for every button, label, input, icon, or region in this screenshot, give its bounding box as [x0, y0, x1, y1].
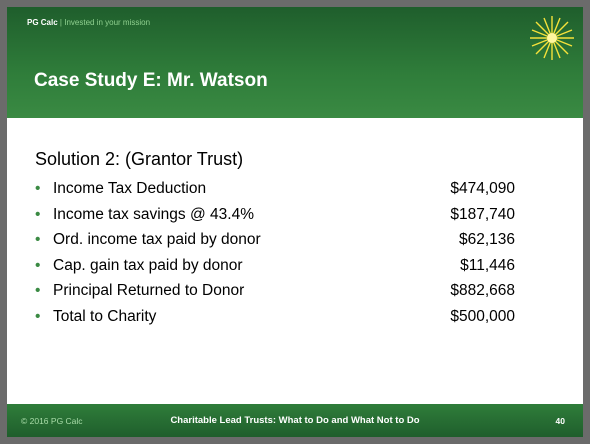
brand: PG Calc: [27, 18, 58, 27]
item-amount: $500,000: [450, 308, 515, 325]
item-amount: $882,668: [450, 282, 515, 300]
bullet: •: [35, 256, 41, 274]
bullet: •: [35, 282, 41, 300]
section-heading: Solution 2: (Grantor Trust): [35, 149, 244, 169]
slide-title: Case Study E: Mr. Watson: [34, 70, 268, 91]
bullet: •: [35, 180, 41, 197]
item-amount: $474,090: [450, 180, 515, 197]
item-row: • Income Tax Deduction $474,090: [35, 180, 515, 202]
item-label: Principal Returned to Donor: [53, 282, 245, 300]
slide: PG Calc | Invested in your mission Case …: [7, 7, 583, 437]
item-label: Income Tax Deduction: [53, 180, 207, 197]
item-label: Income tax savings @ 43.4%: [53, 205, 254, 223]
item-row: • Income tax savings @ 43.4% $187,740: [35, 206, 515, 228]
footer-title: Charitable Lead Trusts: What to Do and W…: [170, 415, 420, 426]
item-amount: $11,446: [460, 256, 515, 274]
tagline: Invested in your mission: [64, 18, 151, 27]
item-label: Ord. income tax paid by donor: [53, 231, 261, 249]
item-row: • Cap. gain tax paid by donor $11,446: [35, 257, 515, 279]
bullet: •: [35, 308, 41, 325]
item-row: • Ord. income tax paid by donor $62,136: [35, 231, 515, 253]
item-amount: $187,740: [450, 205, 515, 223]
item-row: • Principal Returned to Donor $882,668: [35, 282, 515, 304]
header: PG Calc | Invested in your mission Case …: [7, 7, 583, 118]
starburst: [530, 16, 574, 60]
page-number: 40: [555, 416, 565, 426]
item-amount: $62,136: [458, 231, 515, 249]
footer: © 2016 PG Calc Charitable Lead Trusts: W…: [7, 404, 583, 437]
item-row: • Total to Charity $500,000: [35, 308, 515, 330]
brand-line: PG Calc | Invested in your mission: [27, 18, 150, 27]
item-label: Cap. gain tax paid by donor: [53, 256, 243, 274]
separator: |: [59, 18, 62, 27]
bullet: •: [35, 231, 41, 249]
copyright: © 2016 PG Calc: [21, 416, 83, 426]
bullet: •: [35, 205, 41, 223]
item-label: Total to Charity: [53, 308, 157, 325]
